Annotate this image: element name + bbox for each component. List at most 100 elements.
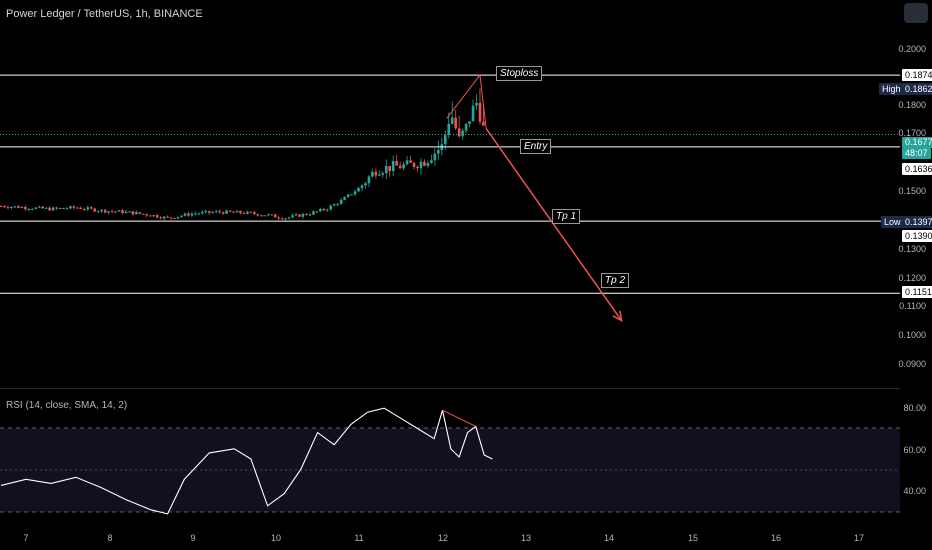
- candle-body: [388, 165, 392, 172]
- candle-body: [294, 214, 298, 216]
- chart-settings-button[interactable]: [904, 3, 928, 23]
- candle-body: [62, 207, 65, 209]
- candle-body: [305, 213, 308, 215]
- candle-body: [339, 199, 343, 204]
- candle-body: [468, 121, 471, 124]
- candle-body: [426, 162, 430, 166]
- candle-body: [246, 211, 249, 214]
- short-arrow[interactable]: [485, 128, 623, 322]
- candle-countdown: 48:07: [902, 148, 931, 159]
- rsi-legend[interactable]: RSI (14, close, SMA, 14, 2): [6, 400, 128, 411]
- candle-body: [128, 211, 131, 213]
- candle-body: [315, 211, 319, 213]
- stoploss-label[interactable]: Stoploss: [496, 66, 543, 81]
- candle-body: [433, 153, 437, 161]
- candle-body: [110, 211, 114, 213]
- entry-label[interactable]: Entry: [520, 139, 552, 154]
- rsi-line: [0, 407, 493, 515]
- entry-price-tag: 0.1636: [902, 163, 932, 175]
- candle-body: [180, 215, 183, 217]
- candle-body: [100, 209, 103, 212]
- candle-body: [0, 206, 3, 208]
- candle-body: [124, 211, 128, 214]
- price-tick: 0.1100: [899, 301, 926, 311]
- candle-body: [308, 214, 312, 216]
- candle-body: [69, 206, 72, 209]
- candle-body: [412, 162, 416, 167]
- candle-body: [336, 203, 339, 205]
- candle-body: [201, 211, 204, 214]
- candle-body: [93, 208, 97, 212]
- candle-body: [409, 160, 412, 163]
- price-tick: 0.1500: [898, 186, 926, 196]
- price-tick: 0.1800: [898, 100, 926, 110]
- time-tick: 13: [520, 533, 532, 543]
- candle-body: [454, 117, 457, 129]
- time-tick: 8: [107, 533, 113, 543]
- trade-drawings[interactable]: [446, 73, 623, 323]
- candle-body: [443, 135, 447, 145]
- tp2-label[interactable]: Tp 2: [601, 273, 630, 288]
- candle-body: [20, 207, 24, 209]
- candle-body: [3, 206, 6, 208]
- candle-body: [325, 209, 329, 211]
- candle-body: [6, 207, 10, 209]
- candle-body: [131, 211, 135, 215]
- candle-body: [391, 161, 395, 172]
- candle-body: [301, 213, 305, 217]
- candle-body: [51, 207, 55, 211]
- candle-body: [228, 210, 232, 212]
- rsi-divergence-line[interactable]: [442, 409, 477, 427]
- candle-body: [218, 211, 221, 213]
- tp1-label[interactable]: Tp 1: [552, 209, 581, 224]
- candle-body: [277, 217, 280, 219]
- candle-body: [79, 207, 83, 210]
- rsi-tick: 80.00: [903, 403, 926, 413]
- horizontal-levels[interactable]: [0, 74, 900, 294]
- candle-body: [155, 215, 159, 218]
- stoploss-wedge[interactable]: [446, 73, 487, 129]
- price-tick: 0.2000: [898, 44, 926, 54]
- candle-body: [437, 149, 440, 154]
- tp2-price-tag: 0.1151: [902, 286, 932, 298]
- candle-body: [225, 210, 228, 214]
- candle-body: [152, 215, 156, 217]
- candle-body: [461, 130, 464, 137]
- candle-body: [65, 208, 69, 210]
- candle-body: [416, 166, 419, 169]
- current-price-tag: 0.1677: [902, 137, 932, 148]
- candle-body: [48, 207, 51, 211]
- time-tick: 15: [687, 533, 699, 543]
- candle-body: [270, 214, 274, 216]
- candle-body: [242, 212, 246, 214]
- price-tick: 0.1300: [898, 244, 926, 254]
- price-tick: 0.1700: [898, 128, 926, 138]
- candle-body: [329, 205, 333, 210]
- candle-body: [166, 216, 169, 218]
- candle-body: [384, 165, 388, 174]
- time-tick: 7: [23, 533, 29, 543]
- time-tick: 12: [437, 533, 449, 543]
- candle-body: [263, 215, 267, 217]
- candle-body: [298, 214, 301, 217]
- candle-body: [76, 207, 79, 209]
- candle-body: [162, 216, 166, 219]
- candle-body: [402, 164, 405, 169]
- candle-body: [266, 214, 270, 216]
- price-tick: 0.0900: [898, 359, 926, 369]
- candle-body: [475, 102, 478, 106]
- candle-body: [117, 210, 121, 212]
- candle-body: [187, 213, 190, 216]
- candle-body: [83, 209, 86, 211]
- candle-body: [378, 174, 381, 176]
- candle-body: [135, 212, 138, 215]
- candle-body: [176, 216, 180, 219]
- candle-body: [364, 183, 367, 186]
- candle-body: [450, 117, 454, 124]
- candle-body: [398, 165, 402, 169]
- candle-body: [159, 217, 162, 219]
- pane-separator[interactable]: [0, 388, 900, 389]
- candle-body: [207, 211, 211, 213]
- candle-body: [256, 214, 260, 216]
